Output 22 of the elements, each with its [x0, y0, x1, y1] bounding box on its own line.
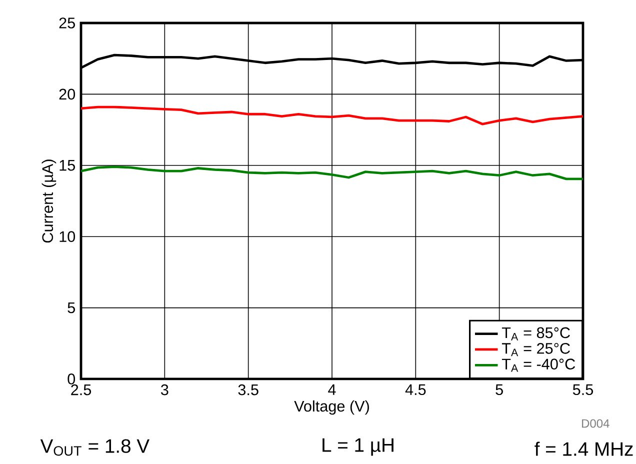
text: D004	[582, 419, 610, 428]
text: f = 1.4 MHz	[534, 442, 633, 456]
x-tick-label: 2.5	[71, 384, 92, 396]
y-tick-label: 20	[59, 88, 76, 100]
y-tick-label: 15	[60, 160, 75, 171]
x-tick-label: 4	[328, 384, 336, 395]
y-tick-label: 0	[68, 374, 76, 384]
legend-label: T$_{A}$ = -40°C	[502, 358, 576, 372]
y-tick-label: 5	[68, 302, 75, 314]
x-tick-label: 3.5	[238, 384, 258, 396]
x-axis-title: Voltage (V)	[294, 400, 369, 415]
x-tick-label: 4.5	[405, 384, 426, 396]
text: L = 1 µH	[322, 438, 394, 456]
text: V$_{OUT}$ = 1.8 V	[40, 439, 150, 456]
y-tick-label: 10	[60, 231, 76, 242]
legend-label: T$_{A}$ = 25°C	[502, 342, 570, 356]
x-tick-label: 5	[496, 384, 503, 396]
x-tick-label: 5.5	[572, 384, 594, 396]
y-axis-title: Current (µA)	[42, 160, 56, 243]
x-tick-label: 3	[160, 384, 168, 396]
legend-label: T$_{A}$ = 85°C	[502, 327, 570, 340]
y-tick-label: 25	[59, 18, 75, 28]
